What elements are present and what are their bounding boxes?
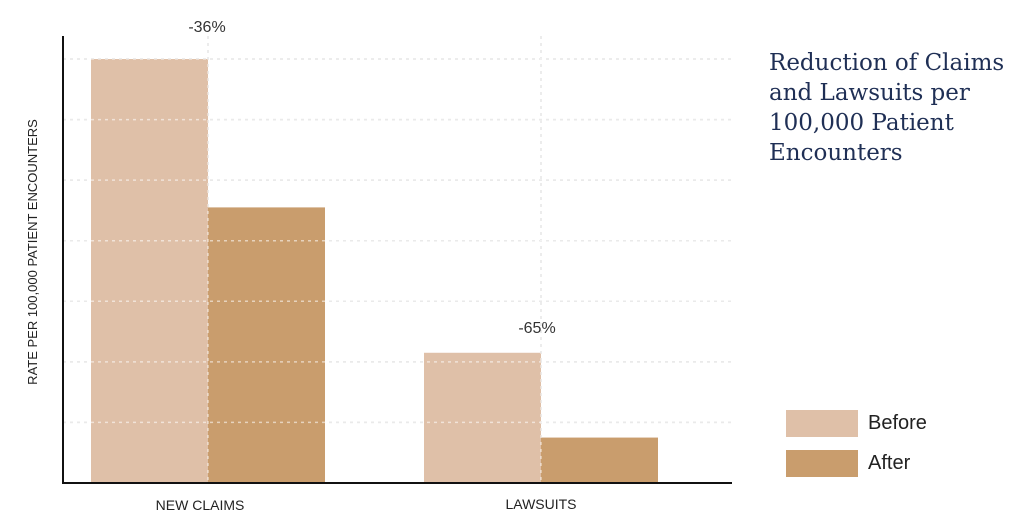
annotation-lawsuits-change: -65% (518, 320, 555, 337)
gridlines-overlay (63, 36, 732, 483)
legend-item-before: Before (786, 410, 927, 437)
bar-new-claims-before (91, 59, 208, 483)
chart-title: Reduction of Claims and Lawsuits per 100… (769, 50, 1005, 166)
legend-item-after: After (786, 450, 927, 477)
bar-lawsuits-before (424, 352, 541, 483)
bar-lawsuits-after (541, 437, 658, 483)
legend: Before After (786, 410, 927, 490)
legend-label-after: After (868, 452, 911, 474)
category-label-lawsuits: LAWSUITS (505, 496, 576, 512)
legend-swatch-after (786, 450, 858, 477)
y-axis-title: RATE PER 100,000 PATIENT ENCOUNTERS (25, 119, 40, 385)
bar-new-claims-after (208, 207, 325, 483)
axes (62, 36, 732, 484)
legend-swatch-before (786, 410, 858, 437)
bars (91, 59, 658, 483)
annotation-new-claims-change: -36% (188, 19, 225, 36)
legend-label-before: Before (868, 412, 927, 434)
category-label-new-claims: NEW CLAIMS (156, 497, 245, 513)
